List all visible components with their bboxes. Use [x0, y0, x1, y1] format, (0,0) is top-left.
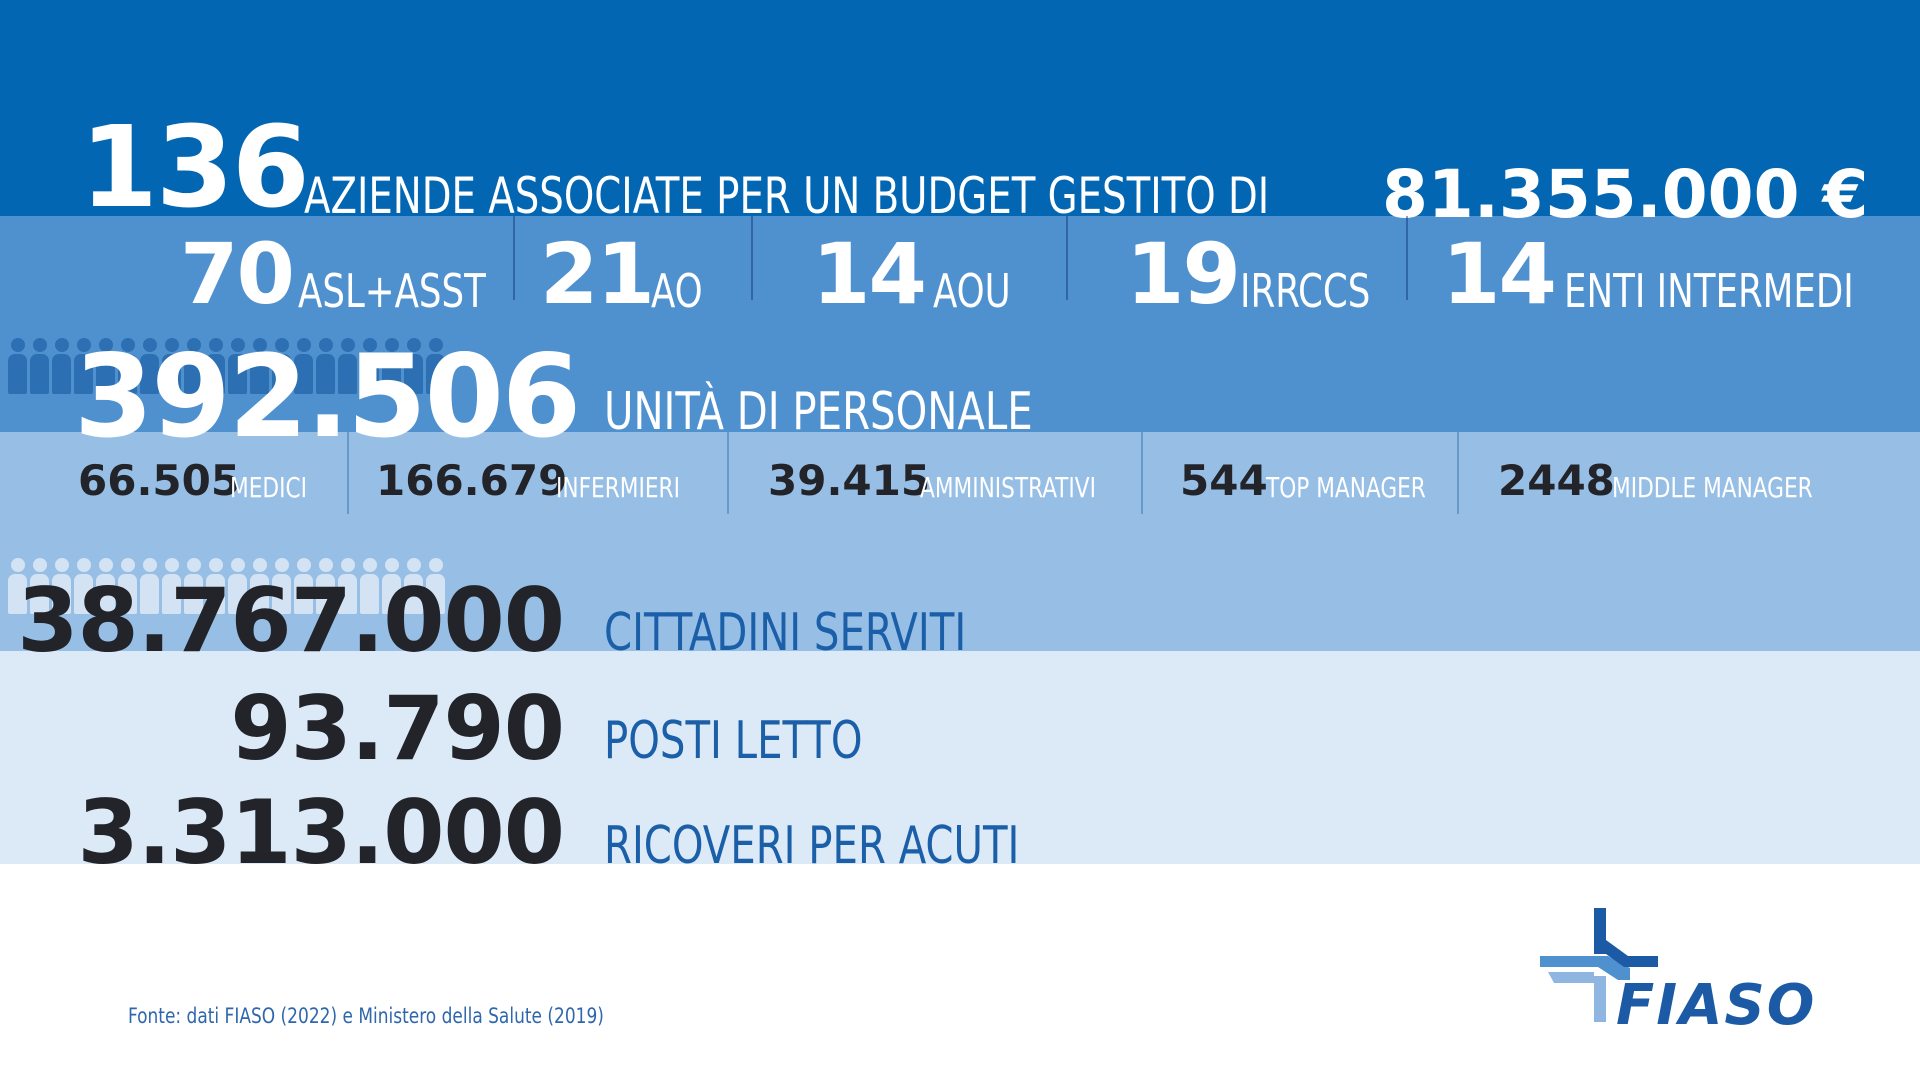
divider: [727, 432, 729, 514]
budget-value: 81.355.000 €: [1382, 156, 1869, 233]
divider: [751, 216, 753, 300]
tipologia-label-ao: AO: [651, 264, 703, 318]
categoria-label-medici: MEDICI: [230, 471, 307, 504]
divider: [1141, 432, 1143, 514]
personale-label: UNITÀ DI PERSONALE: [604, 382, 1033, 442]
aziende-value: 136: [80, 103, 310, 233]
categoria-value-medici: 66.505: [78, 456, 241, 505]
tipologia-label-enti: ENTI INTERMEDI: [1564, 264, 1854, 318]
tipologia-label-asl: ASL+ASST: [298, 264, 486, 318]
tipologia-label-aou: AOU: [933, 264, 1011, 318]
categoria-value-middle-manager: 2448: [1498, 456, 1615, 505]
tipologia-value-ao: 21: [540, 225, 655, 323]
source-note: Fonte: dati FIASO (2022) e Ministero del…: [128, 1004, 604, 1028]
posti-letto-label: POSTI LETTO: [604, 711, 863, 771]
tipologia-value-asl: 70: [180, 225, 295, 323]
tipologia-label-irrccs: IRRCCS: [1240, 264, 1371, 318]
logo-text: FIASO: [1616, 973, 1816, 1026]
cittadini-value: 38.767.000: [17, 569, 565, 672]
tipologia-value-irrccs: 19: [1126, 225, 1241, 323]
ricoveri-label: RICOVERI PER ACUTI: [604, 816, 1020, 876]
categoria-value-amministrativi: 39.415: [768, 456, 931, 505]
posti-letto-value: 93.790: [230, 677, 565, 780]
categoria-label-middle-manager: MIDDLE MANAGER: [1612, 471, 1813, 504]
fiaso-logo: FIASO: [1540, 908, 1816, 1026]
cittadini-label: CITTADINI SERVITI: [604, 603, 967, 663]
categoria-value-top-manager: 544: [1180, 456, 1268, 505]
categoria-label-amministrativi: AMMINISTRATIVI: [920, 471, 1096, 504]
band-pale: [0, 651, 1920, 864]
staff-people-icons: [8, 338, 445, 394]
band-light: [0, 432, 1920, 651]
citizens-people-icons: [8, 558, 445, 614]
categoria-label-top-manager: TOP MANAGER: [1266, 471, 1426, 504]
band-mid: [0, 216, 1920, 432]
categoria-label-infermieri: INFERMIERI: [556, 471, 680, 504]
aziende-label: AZIENDE ASSOCIATE PER UN BUDGET GESTITO …: [304, 167, 1270, 225]
tipologia-value-enti: 14: [1442, 225, 1557, 323]
divider: [1406, 216, 1408, 300]
tipologia-value-aou: 14: [812, 225, 927, 323]
ricoveri-value: 3.313.000: [77, 781, 565, 884]
personale-value: 392.506: [74, 330, 581, 463]
band-dark: [0, 0, 1920, 216]
divider: [1066, 216, 1068, 300]
categoria-value-infermieri: 166.679: [376, 456, 568, 505]
divider: [1457, 432, 1459, 514]
divider: [513, 216, 515, 300]
divider: [347, 432, 349, 514]
